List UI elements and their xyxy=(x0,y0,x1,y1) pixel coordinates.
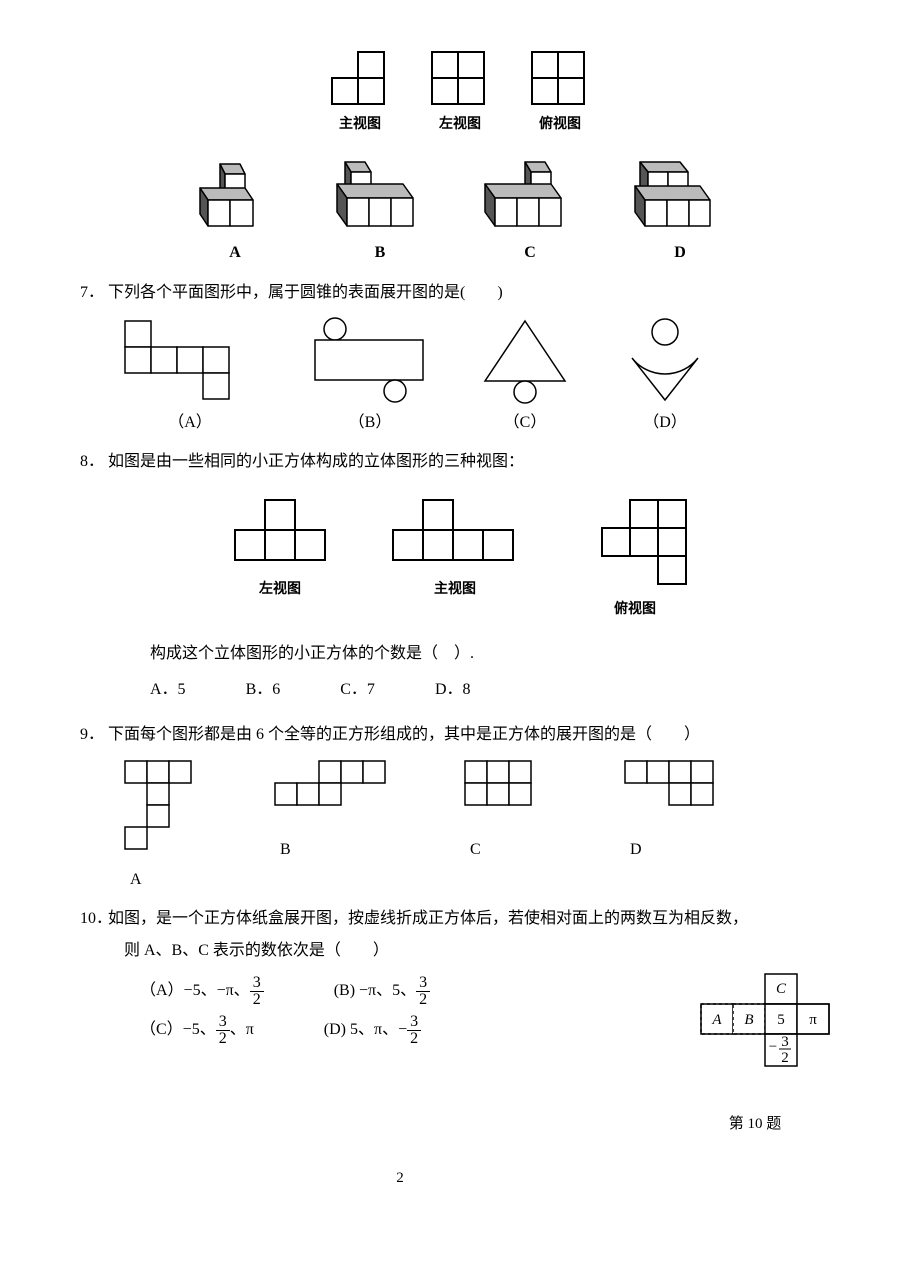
q10-figure: C A B 5 π − 3 2 第 10 题 xyxy=(670,969,840,1136)
q8-left-view: 左视图 xyxy=(225,495,335,621)
q10-optA: （A）−5、−π、32 xyxy=(140,975,264,1008)
q8-views: 左视图 主视图 俯视图 xyxy=(80,495,840,621)
q10-choices: （A）−5、−π、32 (B) −π、5、32 （C）−5、32、π (D) 5… xyxy=(140,969,640,1053)
q9-netC-svg xyxy=(460,756,560,826)
q8-opts: A．5 B．6 C．7 D．8 xyxy=(80,677,840,703)
q10-net-svg: C A B 5 π − 3 2 xyxy=(670,969,840,1099)
q7-optC-svg xyxy=(480,316,570,406)
svg-text:3: 3 xyxy=(781,1034,789,1050)
q10-caption: 第 10 题 xyxy=(670,1112,840,1136)
cube-B-svg xyxy=(325,156,435,236)
q6-left-view: 左视图 xyxy=(430,50,490,136)
q10-optB: (B) −π、5、32 xyxy=(334,975,430,1008)
q9-netB: B xyxy=(270,756,400,862)
q8-optD: D．8 xyxy=(435,677,471,703)
q10-line1: 10． 如图，是一个正方体纸盒展开图，按虚线折成正方体后，若使相对面上的两数互为… xyxy=(80,906,840,932)
q8-front-view: 主视图 xyxy=(385,495,525,621)
q7-optA: （A） xyxy=(120,316,260,436)
left-view-svg xyxy=(430,50,490,110)
cube-B: B xyxy=(325,156,435,266)
q6-views-row: 主视图 左视图 俯视图 xyxy=(80,50,840,136)
q7-optD-label: （D） xyxy=(620,410,710,436)
q7-options: （A） （B） （C） （D） xyxy=(80,316,840,436)
q8-optC: C．7 xyxy=(340,677,375,703)
q8-line: 8． 如图是由一些相同的小正方体构成的立体图形的三种视图： xyxy=(80,449,840,475)
q7-optD-svg xyxy=(620,316,710,406)
q8-left-label: 左视图 xyxy=(225,579,335,601)
q8-sub: 构成这个立体图形的小正方体的个数是（ ）. xyxy=(80,641,840,667)
cube-D-label: D xyxy=(625,240,735,266)
q9-netC-label: C xyxy=(460,837,560,863)
front-view-label: 主视图 xyxy=(330,114,390,136)
svg-text:C: C xyxy=(776,981,787,997)
svg-text:A: A xyxy=(711,1012,722,1028)
q10-num: 10． xyxy=(80,906,104,932)
q8-top-svg xyxy=(575,495,695,595)
q7-optB: （B） xyxy=(310,316,430,436)
q9-netB-label: B xyxy=(270,837,400,863)
q10-optC: （C）−5、32、π xyxy=(140,1014,254,1047)
cube-A-label: A xyxy=(185,240,285,266)
q8-front-label: 主视图 xyxy=(385,579,525,601)
page-number: 2 xyxy=(396,1166,404,1190)
q6-cubes-row: A B xyxy=(80,156,840,266)
q9-netD-svg xyxy=(620,756,740,826)
cube-C-label: C xyxy=(475,240,585,266)
svg-text:π: π xyxy=(809,1012,817,1028)
q7-optA-label: （A） xyxy=(120,410,260,436)
cube-A: A xyxy=(185,156,285,266)
page-footer: 2 xyxy=(80,1166,840,1190)
svg-text:−: − xyxy=(769,1039,777,1055)
top-view-label: 俯视图 xyxy=(530,114,590,136)
svg-text:B: B xyxy=(744,1012,753,1028)
svg-text:2: 2 xyxy=(781,1050,789,1066)
q7-line: 7． 下列各个平面图形中，属于圆锥的表面展开图的是( ) xyxy=(80,280,840,306)
cube-B-label: B xyxy=(325,240,435,266)
cube-D: D xyxy=(625,156,735,266)
q8-num: 8． xyxy=(80,449,104,475)
q9-netA-label: A xyxy=(120,867,210,893)
top-view-svg xyxy=(530,50,590,110)
q9-netC: C xyxy=(460,756,560,862)
q9-line: 9． 下面每个图形都是由 6 个全等的正方形组成的，其中是正方体的展开图的是（ … xyxy=(80,722,840,748)
q6-top-view: 俯视图 xyxy=(530,50,590,136)
q9-netB-svg xyxy=(270,756,400,826)
q9-text: 下面每个图形都是由 6 个全等的正方形组成的，其中是正方体的展开图的是（ ） xyxy=(108,726,700,743)
q10-text1: 如图，是一个正方体纸盒展开图，按虚线折成正方体后，若使相对面上的两数互为相反数， xyxy=(108,910,748,927)
q7-optB-label: （B） xyxy=(310,410,430,436)
cube-C: C xyxy=(475,156,585,266)
q8-front-svg xyxy=(385,495,525,575)
q9-netA-svg xyxy=(120,756,210,856)
q8-left-svg xyxy=(225,495,335,575)
q9-netA: A xyxy=(120,756,210,892)
q10-body: （A）−5、−π、32 (B) −π、5、32 （C）−5、32、π (D) 5… xyxy=(80,969,840,1136)
front-view-svg xyxy=(330,50,390,110)
cube-A-svg xyxy=(185,156,285,236)
q7-text: 下列各个平面图形中，属于圆锥的表面展开图的是( ) xyxy=(108,284,503,301)
q8-top-view: 俯视图 xyxy=(575,495,695,621)
q6-front-view: 主视图 xyxy=(330,50,390,136)
q7-optC: （C） xyxy=(480,316,570,436)
q8-optA: A．5 xyxy=(150,677,186,703)
svg-text:5: 5 xyxy=(777,1012,785,1028)
q8-optB: B．6 xyxy=(246,677,281,703)
q7-optA-svg xyxy=(120,316,260,406)
q9-netD: D xyxy=(620,756,740,862)
q8-text: 如图是由一些相同的小正方体构成的立体图形的三种视图： xyxy=(108,453,524,470)
q7-optD: （D） xyxy=(620,316,710,436)
q8-top-label: 俯视图 xyxy=(575,599,695,621)
q10-line2: 则 A、B、C 表示的数依次是（ ） xyxy=(80,938,840,964)
q9-num: 9． xyxy=(80,722,104,748)
q7-optC-label: （C） xyxy=(480,410,570,436)
q7-optB-svg xyxy=(310,316,430,406)
cube-D-svg xyxy=(625,156,735,236)
q10-optD: (D) 5、π、−32 xyxy=(324,1014,421,1047)
q9-netD-label: D xyxy=(620,837,740,863)
q7-num: 7． xyxy=(80,280,104,306)
q9-nets: A B C xyxy=(80,756,840,892)
left-view-label: 左视图 xyxy=(430,114,490,136)
cube-C-svg xyxy=(475,156,585,236)
